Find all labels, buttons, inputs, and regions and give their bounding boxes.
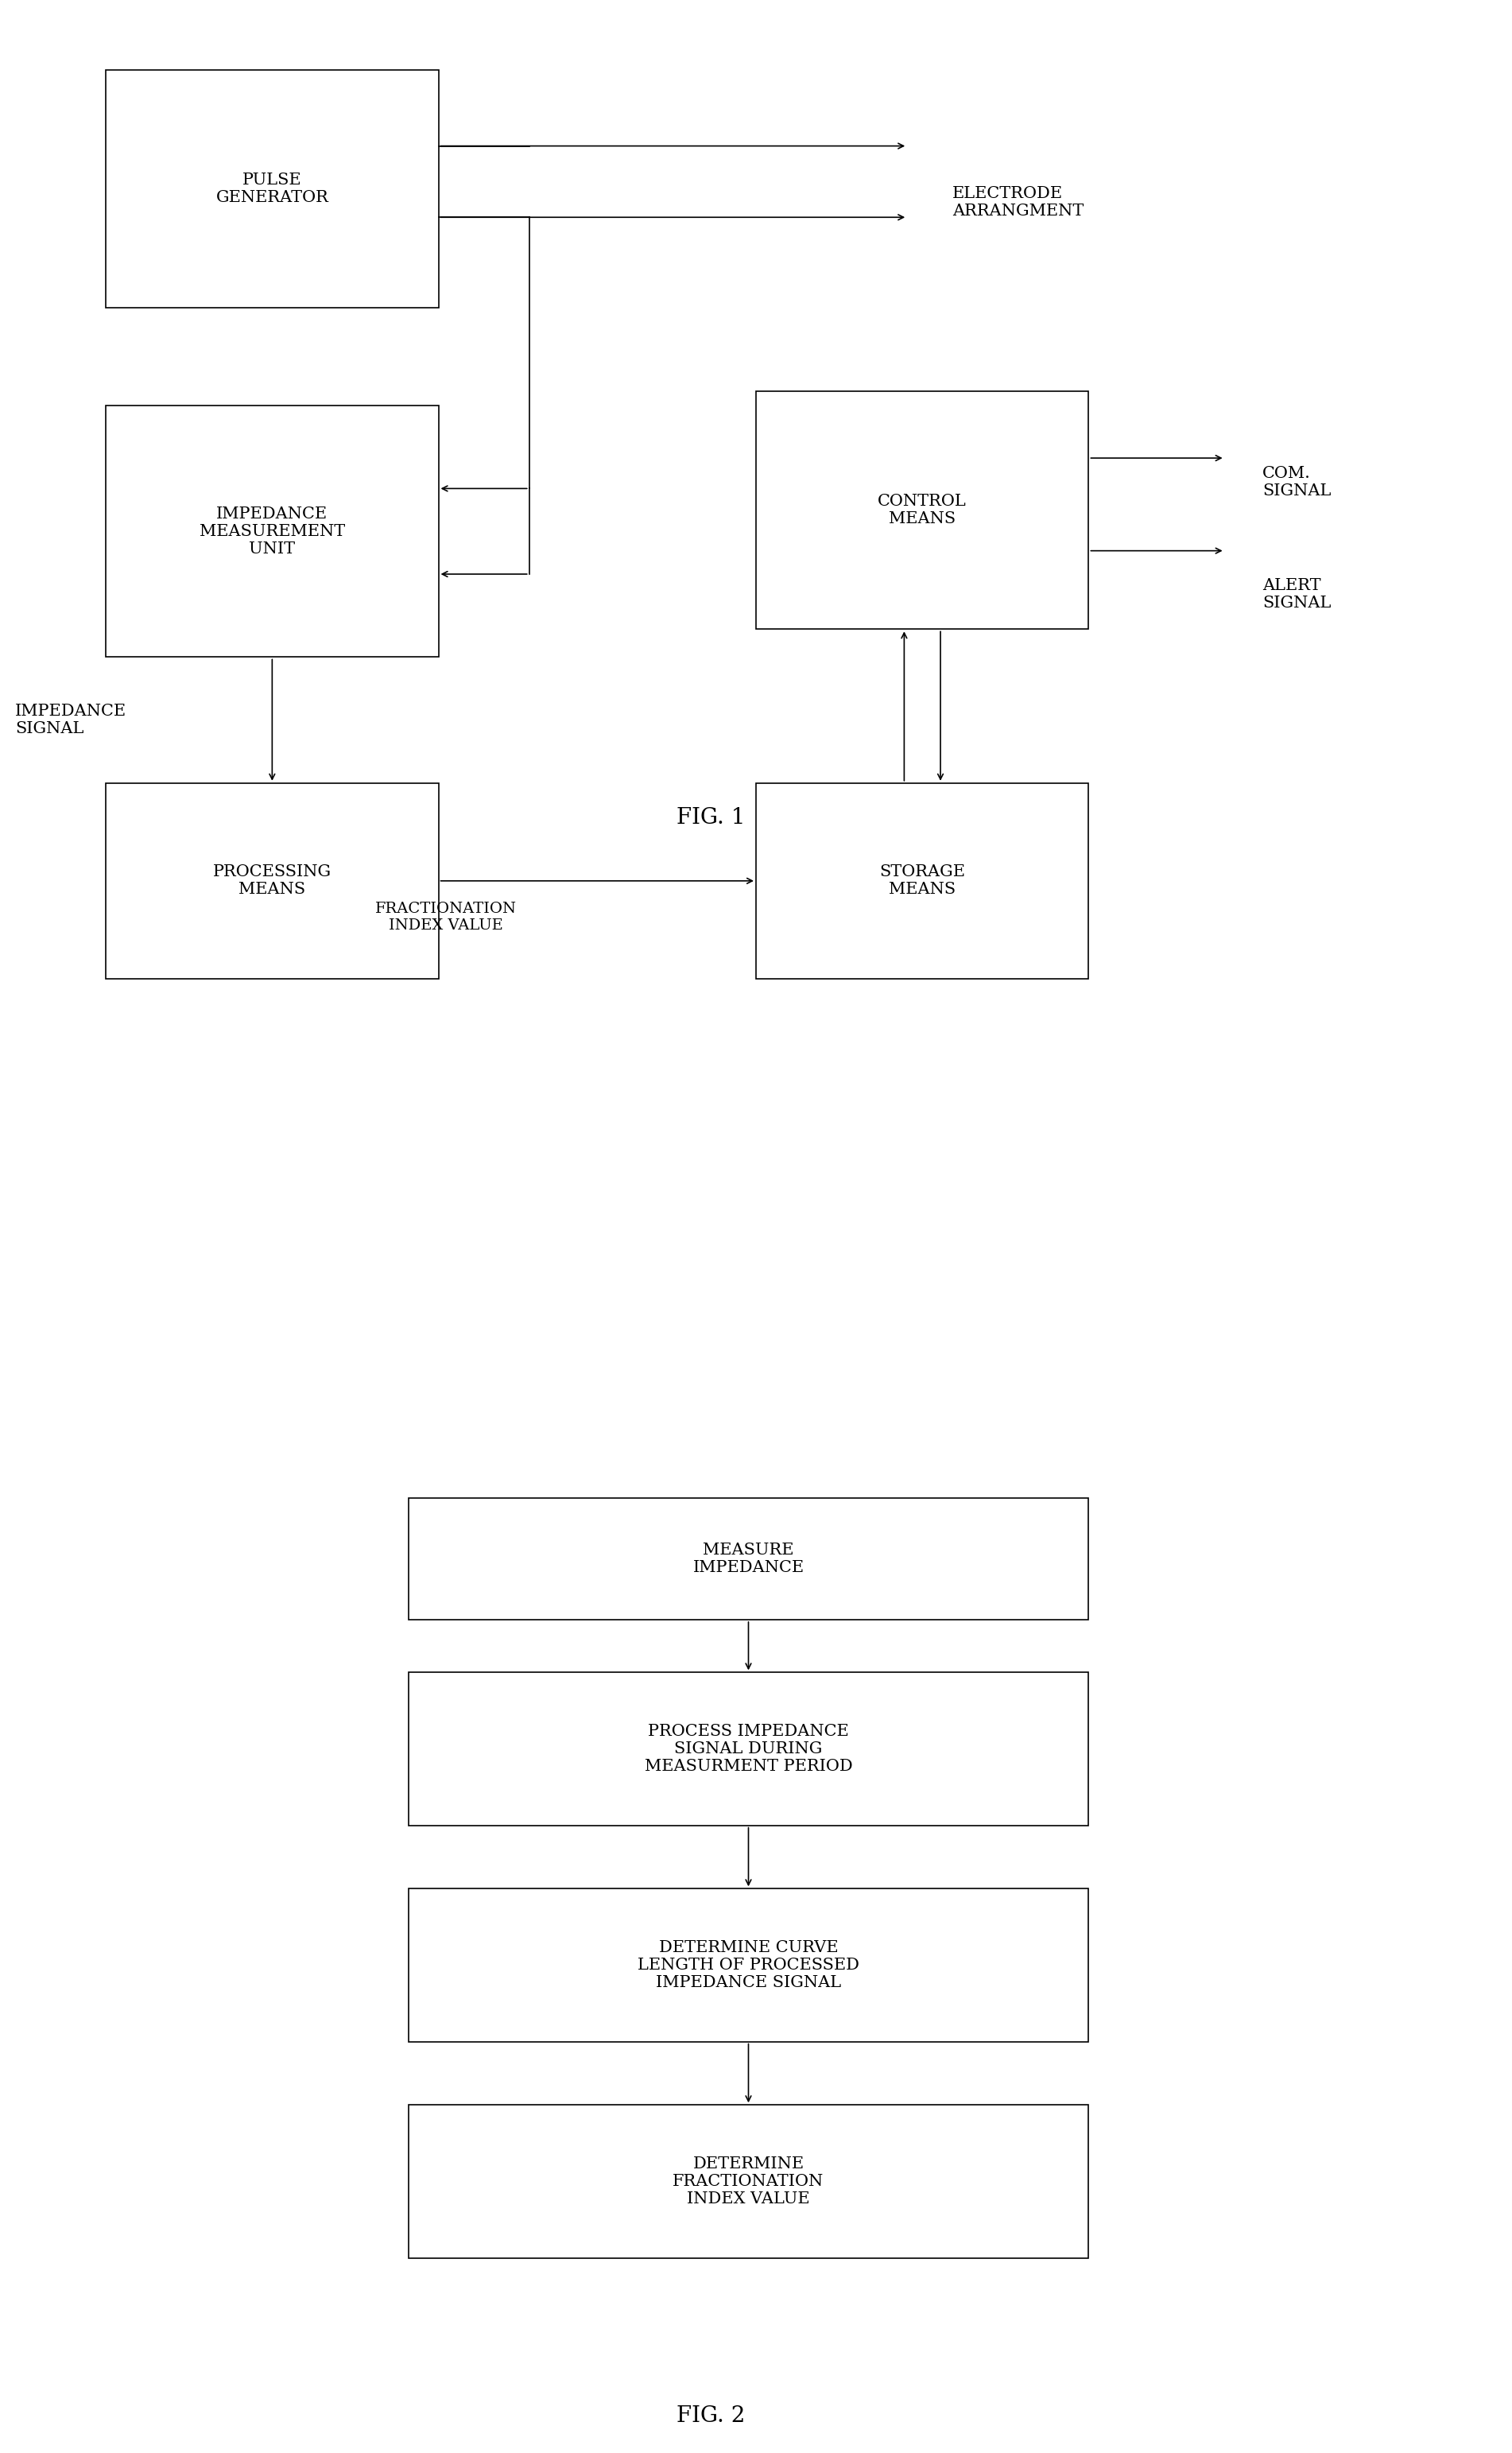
Text: PULSE
GENERATOR: PULSE GENERATOR (216, 172, 328, 206)
Bar (408, 1499, 1089, 1619)
Text: PROCESSING
MEANS: PROCESSING MEANS (213, 863, 331, 898)
Text: IMPEDANCE
SIGNAL: IMPEDANCE SIGNAL (15, 704, 127, 736)
Bar (408, 1673, 1089, 1825)
Text: STORAGE
MEANS: STORAGE MEANS (880, 863, 965, 898)
Bar (106, 405, 438, 657)
Bar (408, 2105, 1089, 2257)
Bar (756, 783, 1089, 979)
Text: ALERT
SIGNAL: ALERT SIGNAL (1263, 579, 1331, 611)
Text: DETERMINE CURVE
LENGTH OF PROCESSED
IMPEDANCE SIGNAL: DETERMINE CURVE LENGTH OF PROCESSED IMPE… (638, 1940, 859, 1989)
Text: IMPEDANCE
MEASUREMENT
UNIT: IMPEDANCE MEASUREMENT UNIT (200, 505, 345, 557)
Text: ELECTRODE
ARRANGMENT: ELECTRODE ARRANGMENT (953, 186, 1084, 218)
Bar (756, 392, 1089, 628)
Text: MEASURE
IMPEDANCE: MEASURE IMPEDANCE (692, 1543, 804, 1575)
Text: DETERMINE
FRACTIONATION
INDEX VALUE: DETERMINE FRACTIONATION INDEX VALUE (673, 2156, 824, 2205)
Text: FRACTIONATION
INDEX VALUE: FRACTIONATION INDEX VALUE (375, 903, 517, 932)
Text: PROCESS IMPEDANCE
SIGNAL DURING
MEASURMENT PERIOD: PROCESS IMPEDANCE SIGNAL DURING MEASURME… (644, 1724, 853, 1774)
Text: FIG. 2: FIG. 2 (676, 2406, 745, 2426)
Text: COM.
SIGNAL: COM. SIGNAL (1263, 466, 1331, 498)
Text: CONTROL
MEANS: CONTROL MEANS (878, 493, 966, 527)
Bar (408, 1889, 1089, 2041)
Bar (106, 783, 438, 979)
Text: FIG. 1: FIG. 1 (676, 807, 745, 829)
Bar (106, 69, 438, 307)
